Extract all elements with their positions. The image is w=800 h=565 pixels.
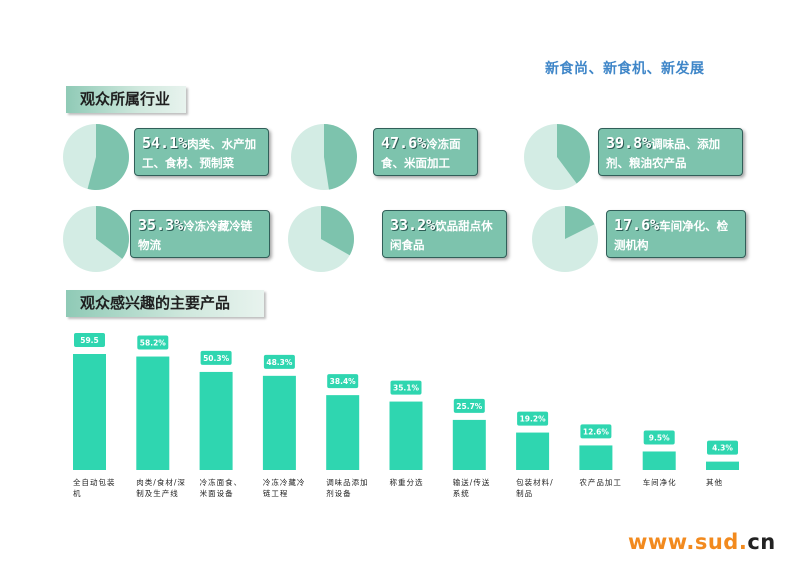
bar — [326, 395, 360, 470]
data-label-bg — [200, 350, 232, 365]
pie-slice — [565, 206, 595, 239]
category-label: 其他 — [706, 478, 723, 487]
category-label: 输送/传送系统 — [452, 478, 491, 498]
stat-box: 47.6%冷冻面食、米面加工 — [373, 128, 478, 176]
pie-chart — [291, 124, 358, 190]
industry-stat: 47.6%冷冻面食、米面加工 — [290, 122, 550, 196]
stat-label: 肉类、水产加工、食材、预制菜 — [142, 137, 257, 170]
data-label: 25.7% — [456, 402, 483, 411]
industry-stat: 33.2%饮品甜点休闲食品 — [287, 204, 547, 278]
category-label: 冷冻冷藏冷链工程 — [262, 478, 306, 498]
data-label: 59.5 — [80, 336, 99, 345]
pie-slice — [87, 124, 129, 190]
pie-slice — [321, 206, 354, 256]
industry-stat: 35.3%冷冻冷藏冷链物流 — [62, 204, 322, 278]
stat-label: 冷冻冷藏冷链物流 — [138, 219, 253, 252]
pie-chart — [63, 124, 129, 190]
section-title-industry: 观众所属行业 — [66, 86, 186, 113]
bar — [389, 401, 423, 470]
bar — [199, 371, 233, 470]
category-label: 调味品添加剂设备 — [326, 478, 369, 498]
brand-dot: . — [738, 530, 748, 554]
stat-percent: 39.8% — [606, 134, 652, 152]
category-label: 冷冻面食、米面设备 — [199, 478, 243, 498]
data-label: 35.1% — [393, 384, 420, 393]
stat-percent: 33.2% — [390, 216, 436, 234]
stat-box: 33.2%饮品甜点休闲食品 — [382, 210, 507, 258]
data-label: 12.6% — [583, 427, 610, 436]
pie-slice — [96, 206, 129, 259]
data-label: 48.3% — [266, 358, 293, 367]
bar — [579, 445, 613, 470]
data-label-bg — [580, 424, 612, 439]
slogan: 新食尚、新食机、新发展 — [545, 61, 705, 77]
data-label: 38.4% — [330, 377, 357, 386]
data-label-bg — [517, 411, 549, 426]
bar — [73, 354, 106, 470]
stat-box: 35.3%冷冻冷藏冷链物流 — [130, 210, 270, 258]
section-title-products: 观众感兴趣的主要产品 — [66, 290, 264, 317]
bar — [706, 461, 739, 470]
category-label: 包装材料/制品 — [516, 478, 554, 498]
stat-label: 饮品甜点休闲食品 — [390, 219, 493, 252]
stat-box: 54.1%肉类、水产加工、食材、预制菜 — [134, 128, 269, 176]
data-label-bg — [643, 430, 675, 445]
data-label-bg — [263, 354, 295, 369]
stat-label: 调味品、添加剂、粮油农产品 — [606, 137, 721, 170]
brand-prefix: www — [628, 530, 687, 554]
stat-label: 车间净化、检测机构 — [614, 219, 729, 252]
category-label: 农产品加工 — [579, 478, 622, 487]
data-label-bg — [137, 335, 169, 350]
stat-percent: 17.6% — [614, 216, 660, 234]
category-label: 全自动包装机 — [73, 478, 116, 498]
brand-dot: . — [686, 530, 695, 554]
industry-stat: 39.8%调味品、添加剂、粮油农产品 — [523, 122, 783, 196]
brand-url: www.sud.cn — [628, 530, 776, 554]
data-label-bg — [327, 374, 359, 389]
brand-domain: sud — [694, 530, 739, 554]
pie-chart — [63, 206, 129, 272]
industry-stat: 54.1%肉类、水产加工、食材、预制菜 — [62, 122, 322, 196]
data-label: 19.2% — [520, 415, 547, 424]
data-label-bg — [390, 380, 422, 395]
bar — [262, 375, 296, 470]
data-label: 50.3% — [203, 354, 230, 363]
stat-label: 冷冻面食、米面加工 — [381, 137, 461, 170]
pie-chart — [524, 124, 590, 190]
pie-chart — [532, 206, 598, 272]
bar — [642, 451, 676, 470]
pie-slice — [324, 124, 358, 190]
data-label-bg — [453, 398, 485, 413]
stat-box: 39.8%调味品、添加剂、粮油农产品 — [598, 128, 743, 176]
stat-percent: 47.6% — [381, 134, 427, 152]
bar — [516, 432, 550, 470]
pie-slice — [557, 124, 590, 184]
data-label-bg — [707, 440, 738, 455]
bar — [452, 419, 486, 470]
pie-chart — [288, 206, 354, 272]
bar — [136, 356, 170, 470]
stat-percent: 35.3% — [138, 216, 184, 234]
stat-box: 17.6%车间净化、检测机构 — [606, 210, 746, 258]
category-label: 称重分选 — [389, 478, 424, 487]
data-label: 58.2% — [140, 339, 167, 348]
data-label-bg — [74, 333, 105, 347]
brand-tld: cn — [747, 530, 776, 554]
category-label: 肉类/食材/深制及生产线 — [136, 478, 186, 498]
data-label: 4.3% — [712, 444, 733, 453]
data-label: 9.5% — [649, 433, 670, 442]
category-label: 车间净化 — [642, 478, 677, 487]
industry-stat: 17.6%车间净化、检测机构 — [531, 204, 791, 278]
stat-percent: 54.1% — [142, 134, 188, 152]
